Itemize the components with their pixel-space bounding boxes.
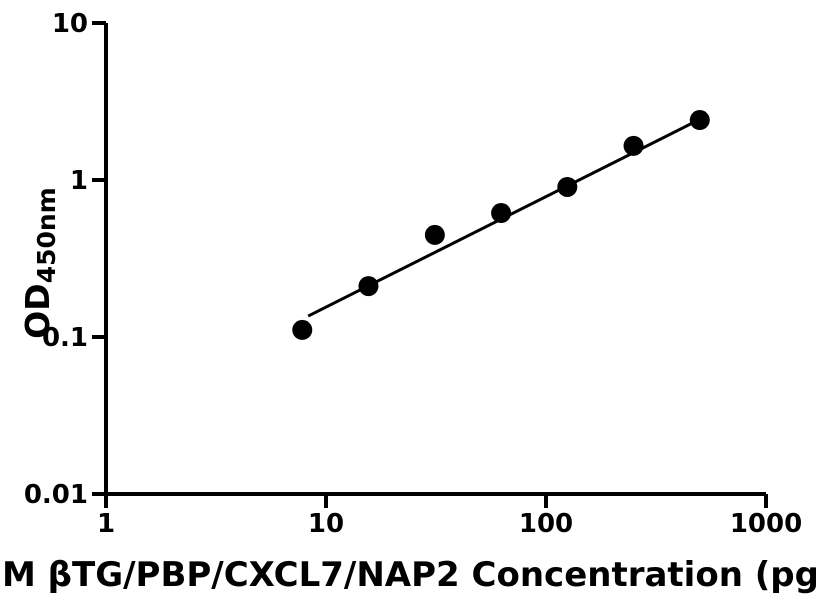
x-axis-tick-label: 1 [97,509,115,539]
data-point [292,319,313,340]
y-axis-tick-label: 1 [70,166,88,196]
data-point [491,203,512,224]
y-axis-tick-label: 10 [52,9,88,39]
data-point [424,224,445,245]
y-axis-title-main: OD [18,283,57,339]
x-axis-tick-label: 1000 [730,509,802,539]
data-point [557,176,578,197]
data-point [623,135,644,156]
x-axis-title: M βTG/PBP/CXCL7/NAP2 Concentration (pg/ [2,555,816,595]
data-point [689,110,710,131]
y-axis-title: OD450nm [18,187,61,339]
data-point [358,276,379,297]
y-axis-title-subscript: 450nm [32,187,61,284]
x-axis-tick-label: 10 [308,509,344,539]
x-axis-tick-label: 100 [519,509,573,539]
y-axis-tick-label: 0.1 [42,323,88,353]
y-axis-tick-label: 0.01 [24,480,88,510]
